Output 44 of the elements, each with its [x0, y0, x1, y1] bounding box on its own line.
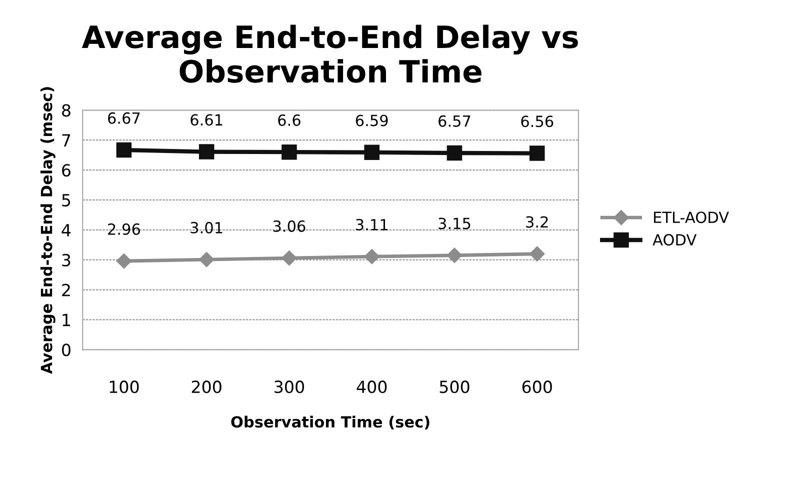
data-label: 3.15: [438, 218, 470, 230]
y-tick-label: 3: [62, 254, 70, 266]
data-label: 6.6: [278, 114, 300, 126]
x-tick-label: 100: [110, 380, 139, 394]
x-tick-label: 400: [356, 380, 387, 394]
y-axis-title: Average End-to-End Delay (msec): [40, 87, 56, 374]
point: [199, 252, 214, 268]
data-label: 3.06: [273, 220, 306, 232]
x-tick-label: 300: [274, 380, 304, 394]
x-axis-title: Observation Time (sec): [231, 416, 430, 430]
point: [116, 253, 132, 269]
point: [116, 142, 132, 158]
chart-title: Average End-to-End Delay vs Observation Time: [82, 24, 578, 83]
y-tick-label: 4: [62, 224, 71, 236]
y-tick-label: 6: [62, 164, 70, 177]
point: [282, 144, 297, 160]
data-label: 3.11: [356, 218, 388, 230]
point: [198, 144, 214, 160]
point: [530, 246, 545, 262]
data-label: 2.96: [108, 223, 140, 235]
point: [364, 248, 380, 264]
y-tick-label: 7: [62, 134, 70, 146]
data-label: 6.59: [356, 114, 388, 126]
point: [529, 146, 545, 161]
y-tick-label: 1: [62, 314, 70, 326]
point: [446, 248, 462, 263]
data-label: 6.57: [438, 115, 470, 127]
data-label: 6.67: [108, 112, 140, 124]
data-label: 6.61: [190, 114, 222, 126]
y-tick-label: 8: [62, 104, 70, 117]
legend-label: ETL-AODV: [654, 212, 729, 224]
y-tick-label: 0: [62, 344, 70, 356]
data-label: 3.01: [190, 222, 222, 234]
y-tick-label: 2: [62, 284, 70, 296]
data-label: 6.56: [521, 116, 554, 128]
point: [282, 250, 297, 266]
x-tick-label: 200: [192, 380, 222, 394]
data-label: 3.2: [526, 216, 548, 228]
point: [446, 145, 462, 161]
y-tick-label: 5: [62, 194, 70, 207]
legend-label: AODV: [652, 234, 697, 246]
point: [364, 144, 380, 160]
x-tick-label: 500: [440, 380, 470, 394]
x-tick-label: 600: [522, 380, 552, 394]
